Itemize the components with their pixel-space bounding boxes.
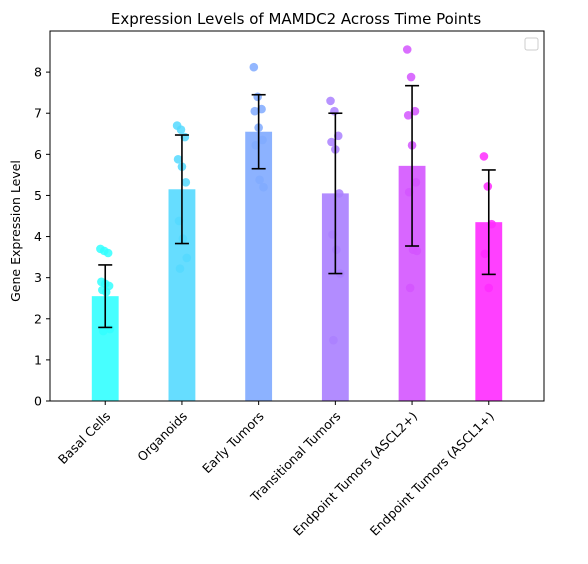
bar (245, 131, 273, 401)
data-point (484, 283, 494, 293)
data-point (253, 92, 262, 102)
plot-area (91, 45, 503, 401)
y-axis-label: Gene Expression Level (8, 160, 23, 302)
y-tick-label: 2 (34, 311, 42, 326)
data-point (103, 248, 113, 258)
data-point (175, 264, 185, 273)
data-point (249, 62, 259, 72)
y-tick-label: 1 (34, 352, 42, 367)
data-point (259, 182, 268, 192)
data-point (181, 177, 191, 187)
y-tick-label: 7 (34, 106, 42, 121)
x-tick-label: Organoids (134, 409, 190, 465)
y-tick-label: 4 (34, 229, 42, 244)
data-point (255, 175, 264, 185)
data-point (402, 45, 412, 54)
y-tick-label: 6 (34, 147, 42, 162)
x-tick-label: Endpoint Tumors (ASCL1+) (367, 409, 497, 539)
data-point (405, 283, 415, 293)
error-bar (328, 112, 343, 275)
x-tick-label: Endpoint Tumors (ASCL2+) (290, 409, 420, 539)
error-bar (98, 264, 113, 329)
x-tick-label: Early Tumors (199, 409, 267, 477)
data-point (403, 110, 413, 120)
data-point (329, 335, 338, 345)
data-point (332, 245, 341, 255)
data-point (412, 246, 422, 256)
error-bar (174, 134, 189, 245)
data-point (411, 177, 421, 187)
data-point (406, 72, 416, 82)
data-point (182, 253, 192, 263)
data-point (483, 182, 493, 191)
y-tick-label: 5 (34, 188, 42, 203)
data-point (173, 154, 183, 164)
y-tick-label: 3 (34, 270, 42, 285)
data-point (334, 189, 344, 198)
data-point (327, 137, 336, 147)
plot-frame (49, 30, 545, 402)
data-point (176, 125, 186, 134)
error-bar (405, 84, 420, 247)
x-tick-label: Basal Cells (55, 409, 114, 468)
legend-box (524, 37, 539, 51)
data-point (178, 234, 188, 243)
data-point (479, 152, 489, 161)
data-point (250, 106, 260, 116)
y-tick-label: 8 (34, 65, 42, 80)
error-bar (251, 93, 266, 170)
data-point (98, 326, 108, 336)
data-point (330, 106, 339, 116)
chart-title: Expression Levels of MAMDC2 Across Time … (111, 10, 481, 28)
y-tick-label: 0 (34, 394, 42, 409)
data-point (101, 287, 111, 297)
error-bar (481, 169, 496, 276)
data-point (480, 249, 490, 259)
data-point (326, 96, 335, 106)
data-point (258, 135, 267, 145)
